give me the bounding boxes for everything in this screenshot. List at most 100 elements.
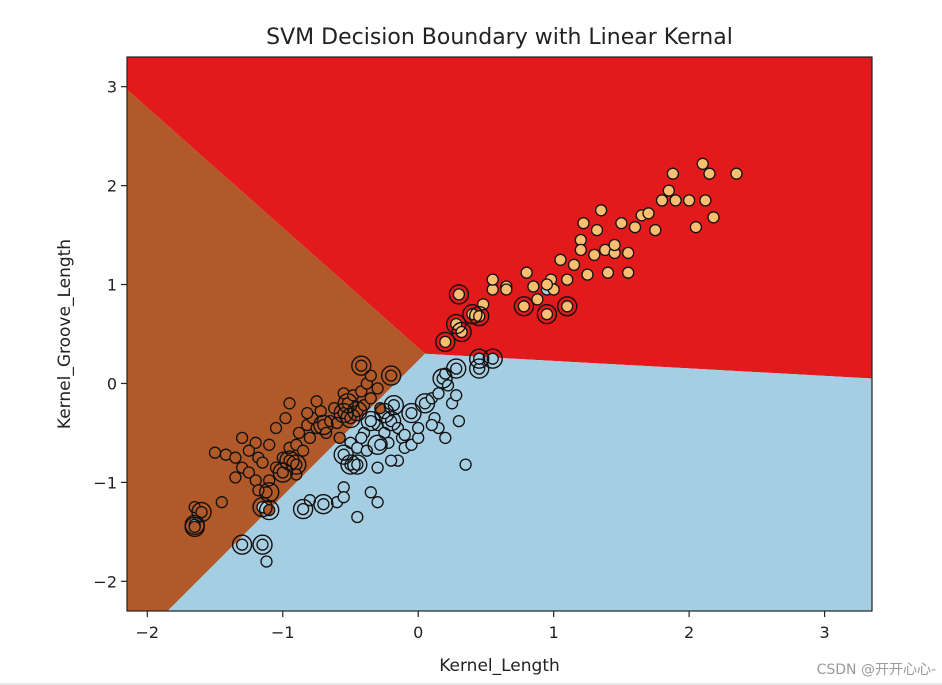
- point-class-2: [689, 221, 703, 234]
- support-vector-ring: [191, 501, 212, 523]
- watermark: CSDN @开开心心-: [816, 662, 936, 678]
- point-class-2: [642, 207, 655, 220]
- support-vector-ring: [360, 410, 381, 432]
- point-class-1: [283, 397, 296, 410]
- point-class-1: [303, 431, 317, 445]
- point-class-2: [531, 293, 544, 306]
- point-class-0: [371, 496, 384, 509]
- y-tick-label: 1: [107, 276, 117, 295]
- decision-regions: [127, 57, 873, 612]
- bottom-divider: [0, 683, 942, 685]
- support-vector-ring: [340, 454, 361, 475]
- point-class-0: [317, 498, 330, 511]
- support-vector-ring: [446, 358, 467, 379]
- point-class-2: [574, 243, 587, 257]
- point-class-0: [374, 438, 387, 451]
- y-axis-label: Kernel_Groove_Length: [55, 239, 75, 429]
- point-class-1: [215, 496, 228, 509]
- point-class-2: [581, 268, 594, 281]
- point-class-2: [588, 248, 601, 262]
- point-class-2: [527, 280, 540, 293]
- point-class-0: [260, 555, 273, 568]
- x-axis-label: Kernel_Length: [439, 656, 560, 676]
- point-class-2: [655, 194, 669, 207]
- x-tick-label: 3: [819, 623, 829, 642]
- point-class-1: [310, 395, 323, 408]
- region-class-2: [127, 57, 872, 379]
- point-class-2: [699, 194, 712, 207]
- point-class-2: [561, 273, 574, 286]
- support-vector-ring: [286, 454, 307, 475]
- support-vector-ring: [347, 454, 368, 475]
- point-class-1: [269, 421, 283, 435]
- x-tick-label: 1: [549, 623, 559, 642]
- point-class-1: [249, 436, 262, 449]
- support-vector-ring: [252, 534, 273, 555]
- point-class-0: [450, 362, 463, 375]
- point-class-2: [649, 223, 662, 237]
- point-class-0: [296, 502, 310, 516]
- point-class-0: [384, 454, 398, 467]
- point-class-1: [229, 451, 242, 464]
- x-tick-label: 0: [413, 623, 423, 642]
- point-class-2: [500, 283, 513, 296]
- x-tick-label: −1: [271, 623, 295, 642]
- support-vector-ring: [337, 393, 358, 414]
- point-class-1: [249, 474, 262, 487]
- point-class-0: [439, 431, 452, 445]
- y-axis: −2 −1 0 1 2 3: [93, 78, 127, 591]
- support-vector-ring: [380, 410, 402, 432]
- point-class-2: [594, 204, 608, 217]
- point-class-2: [452, 288, 466, 301]
- support-vector-ring: [340, 407, 361, 429]
- plot-frame: [126, 56, 873, 612]
- support-vector-ring: [536, 304, 558, 325]
- point-class-2: [540, 308, 554, 321]
- point-class-1: [296, 444, 310, 457]
- y-tick-label: −2: [93, 572, 117, 591]
- point-class-0: [452, 414, 466, 428]
- point-class-1: [263, 438, 276, 451]
- region-class-1: [127, 89, 425, 612]
- point-class-0: [432, 387, 445, 400]
- point-class-2: [608, 238, 621, 252]
- point-class-0: [235, 538, 249, 551]
- point-class-2: [601, 266, 615, 279]
- point-class-0: [450, 389, 463, 402]
- point-class-1: [355, 359, 368, 372]
- data-points: [188, 157, 743, 568]
- point-class-2: [730, 167, 743, 180]
- point-class-2: [682, 194, 696, 207]
- point-class-1: [364, 392, 377, 405]
- x-tick-label: −2: [136, 623, 160, 642]
- point-class-2: [567, 258, 581, 271]
- point-class-0: [405, 406, 418, 420]
- support-vector-ring: [448, 284, 470, 305]
- point-class-1: [292, 426, 306, 440]
- support-vector-ring: [259, 482, 280, 503]
- point-class-0: [256, 538, 269, 551]
- point-class-0: [337, 491, 350, 504]
- y-tick-label: 0: [107, 374, 117, 393]
- point-class-1: [384, 369, 398, 382]
- point-class-0: [486, 352, 499, 365]
- point-class-1: [374, 402, 387, 415]
- support-vector-ring: [435, 331, 456, 353]
- support-vector-ring: [351, 355, 372, 376]
- support-vector-ring: [333, 444, 354, 465]
- point-class-0: [355, 431, 368, 445]
- point-class-1: [235, 431, 249, 445]
- point-class-2: [439, 335, 452, 349]
- support-vector-ring: [469, 348, 490, 369]
- support-vector-ring: [367, 434, 388, 455]
- point-class-2: [561, 300, 574, 313]
- x-axis: −2 −1 0 1 2 3: [136, 611, 830, 642]
- point-class-0: [351, 458, 364, 471]
- point-class-2: [628, 221, 642, 234]
- y-tick-label: −1: [93, 473, 117, 492]
- support-vector-ring: [231, 534, 253, 555]
- support-vector-ring: [292, 498, 314, 520]
- point-class-1: [256, 456, 269, 469]
- support-vector-ring: [184, 516, 205, 538]
